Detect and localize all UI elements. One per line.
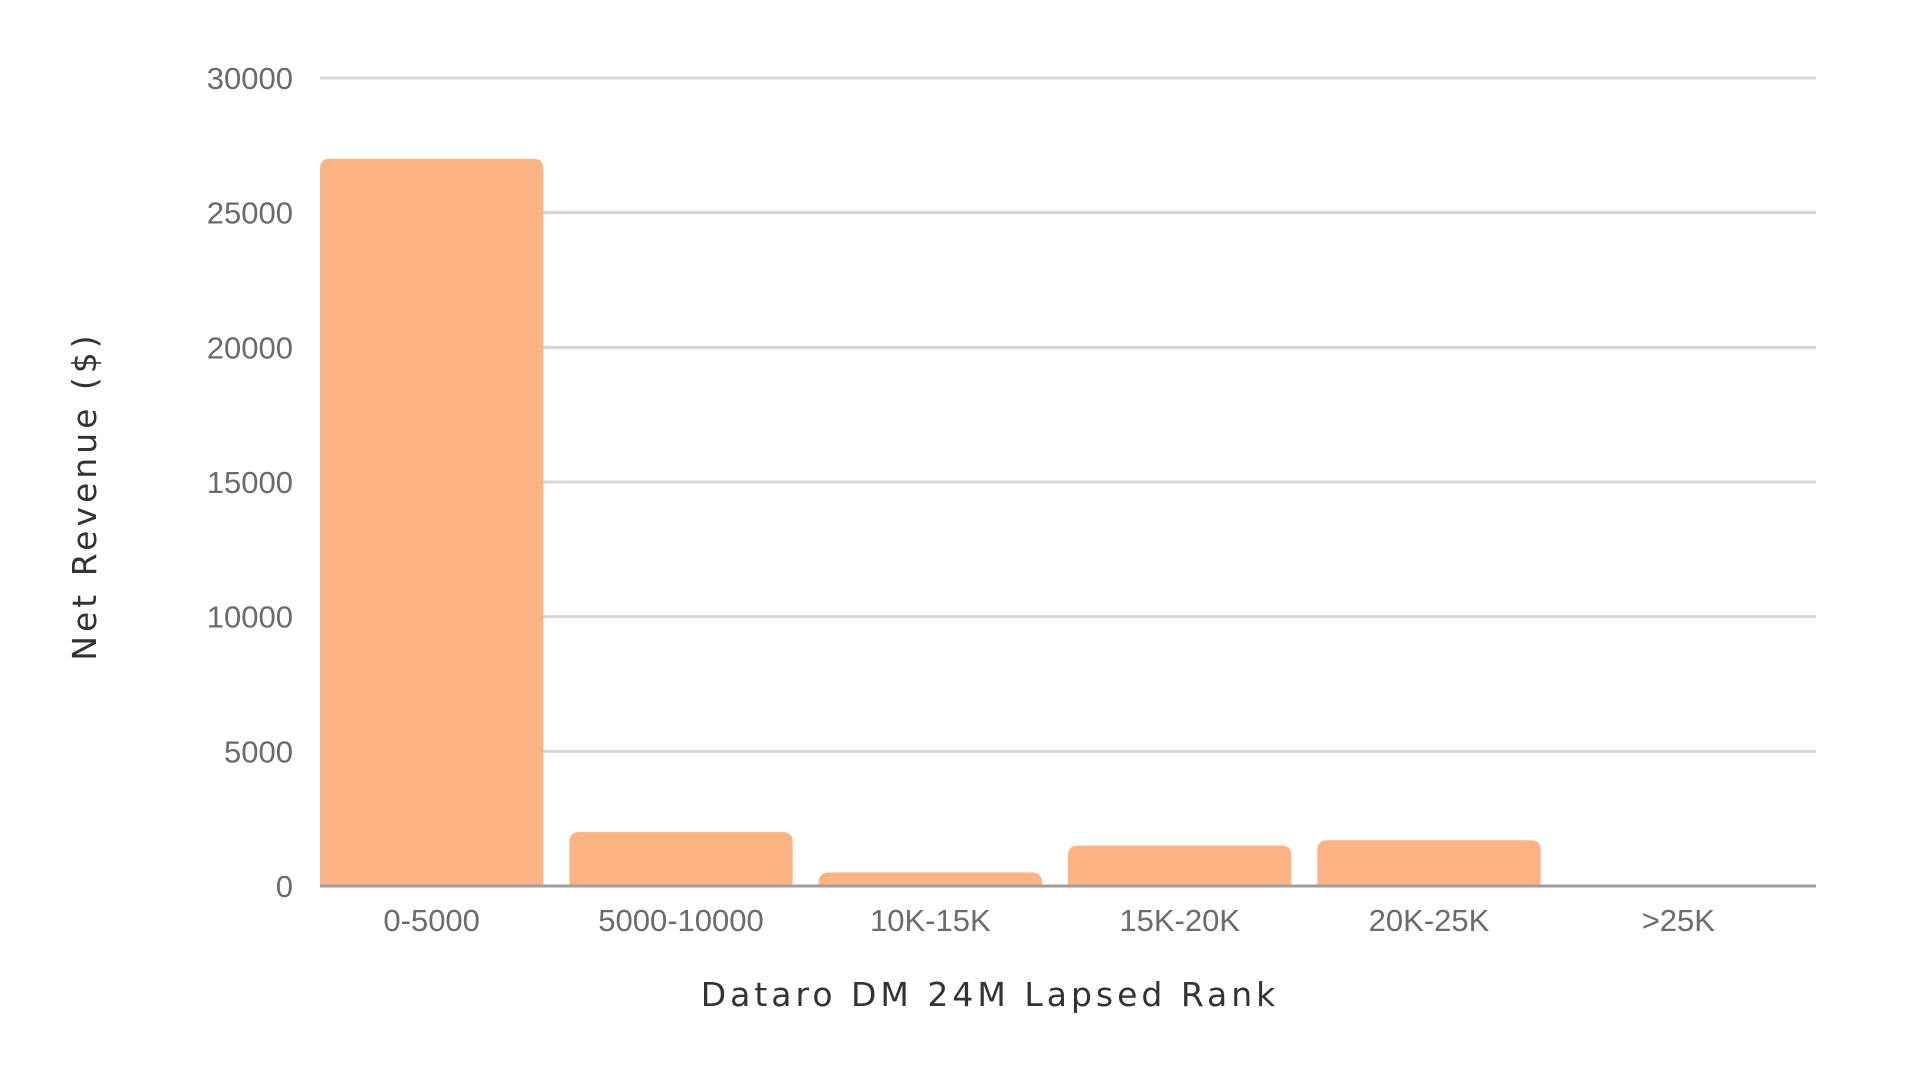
bar-5000-10000 [569, 832, 793, 886]
x-axis-title: Dataro DM 24M Lapsed Rank [701, 975, 1280, 1014]
x-axis-ticks: 0-5000 5000-10000 10K-15K 15K-20K 20K-25K >25… [383, 903, 1715, 938]
x-tick-label: >25K [1642, 903, 1716, 938]
bar-15K-20K [1068, 845, 1292, 886]
bars [320, 158, 1541, 887]
x-tick-label: 0-5000 [383, 903, 480, 938]
bar-0-5000 [320, 158, 544, 887]
x-tick-label: 5000-10000 [598, 903, 764, 938]
x-tick-label: 15K-20K [1119, 903, 1240, 938]
y-tick-label: 30000 [207, 61, 293, 96]
y-tick-label: 15000 [207, 465, 293, 500]
y-tick-label: 10000 [207, 600, 293, 635]
gridlines [320, 76, 1816, 753]
y-tick-label: 25000 [207, 196, 293, 231]
y-axis-title: Net Revenue ($) [65, 331, 104, 660]
x-tick-label: 10K-15K [870, 903, 991, 938]
y-axis-ticks: 0 5000 10000 15000 20000 25000 30000 [207, 61, 293, 904]
bar-10K-15K [818, 872, 1042, 886]
y-tick-label: 5000 [224, 734, 293, 769]
bar-20K-25K [1317, 840, 1541, 886]
x-tick-label: 20K-25K [1369, 903, 1490, 938]
y-tick-label: 0 [276, 869, 293, 904]
y-tick-label: 20000 [207, 330, 293, 365]
